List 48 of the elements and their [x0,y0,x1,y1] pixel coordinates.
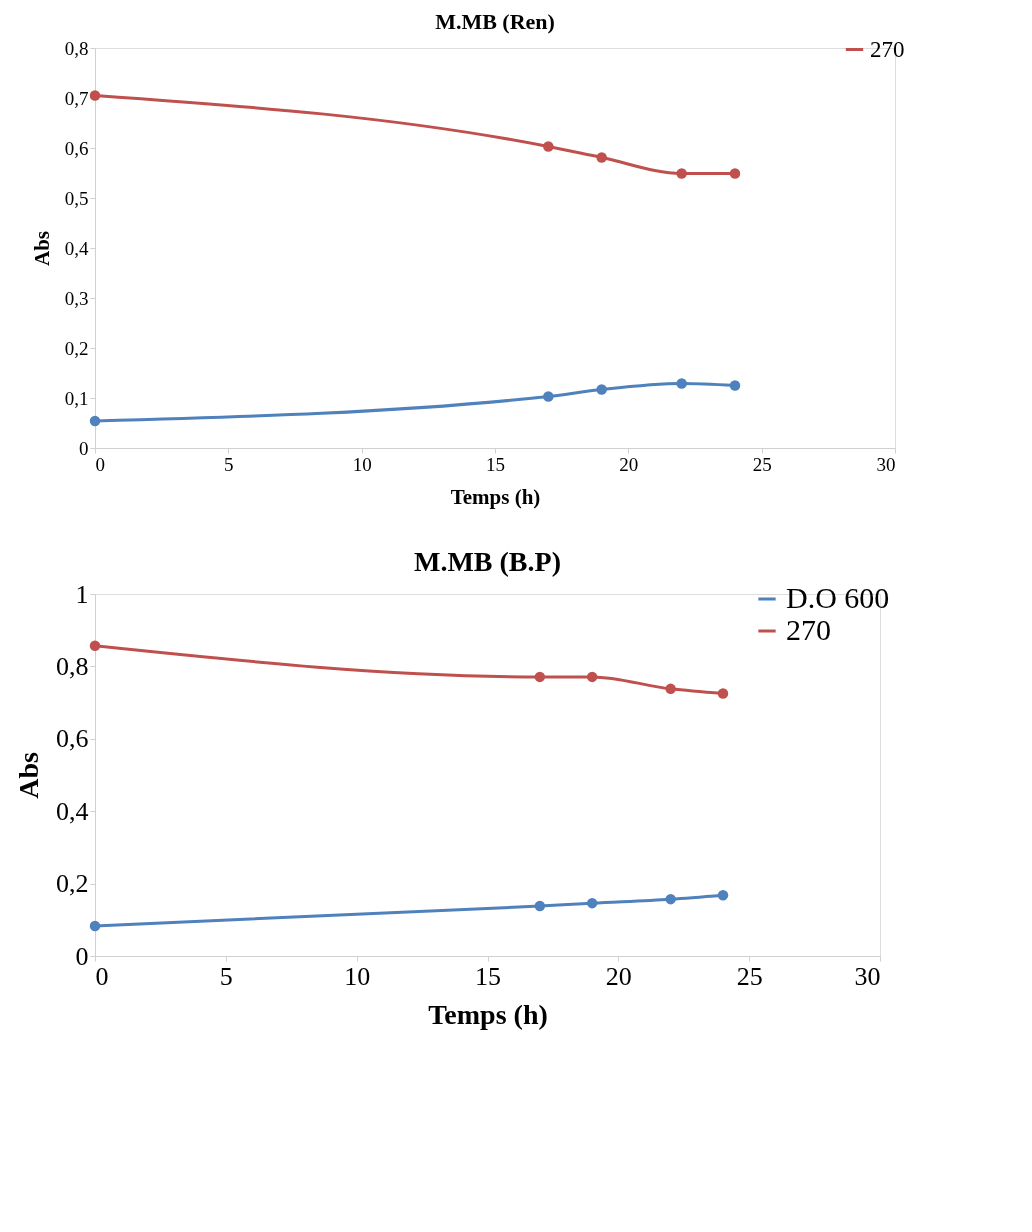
y-axis-title: Abs [13,752,44,799]
y-tick-label: 0,6 [64,137,89,159]
point [89,415,101,427]
y-tick-label: 0 [75,941,89,971]
point [89,90,101,101]
y-tick-label: 0,8 [56,651,89,681]
y-tick-label: 0,5 [64,187,89,209]
point [596,152,607,163]
y-tick-label: 0,4 [56,796,89,826]
legend-label: 270 [870,36,905,62]
y-tick-label: 0 [79,437,89,459]
y-tick-label: 0,7 [64,87,89,109]
y-axis-title: Abs [29,230,54,267]
x-tick-label: 10 [344,961,371,991]
y-tick-label: 0,2 [64,337,89,359]
y-tick-label: 1 [75,579,89,609]
point [676,168,687,179]
chart-title: M.MB (B.P) [414,546,561,577]
y-tick-label: 0,1 [64,387,89,409]
y-tick-label: 0,4 [64,237,89,259]
x-tick-label: 30 [876,453,896,475]
legend-label: 270 [786,613,831,646]
x-tick-label: 0 [95,961,109,991]
x-tick-label: 15 [486,453,505,475]
x-axis-title: Temps (h) [450,484,541,509]
x-tick-label: 30 [854,961,881,991]
y-tick-label: 0,2 [56,869,89,899]
point [729,380,741,391]
point [676,378,687,389]
legend-label: D.O 600 [786,581,890,614]
x-tick-label: 20 [605,961,632,991]
x-tick-label: 25 [736,961,763,991]
x-axis-title: Temps (h) [428,998,548,1030]
x-tick-label: 5 [224,453,234,475]
x-tick-label: 20 [619,453,639,475]
x-tick-label: 0 [95,453,105,475]
x-tick-label: 15 [475,961,501,991]
chart-title: M.MB (Ren) [435,9,555,34]
point [596,384,607,395]
y-tick-label: 0,3 [64,287,89,309]
y-tick-label: 0,6 [56,724,89,754]
x-tick-label: 10 [352,453,372,475]
x-tick-label: 25 [752,453,772,475]
point [543,141,554,152]
point [729,168,741,179]
y-tick-label: 0,8 [64,37,89,59]
point [543,391,554,402]
x-tick-label: 5 [219,961,233,991]
